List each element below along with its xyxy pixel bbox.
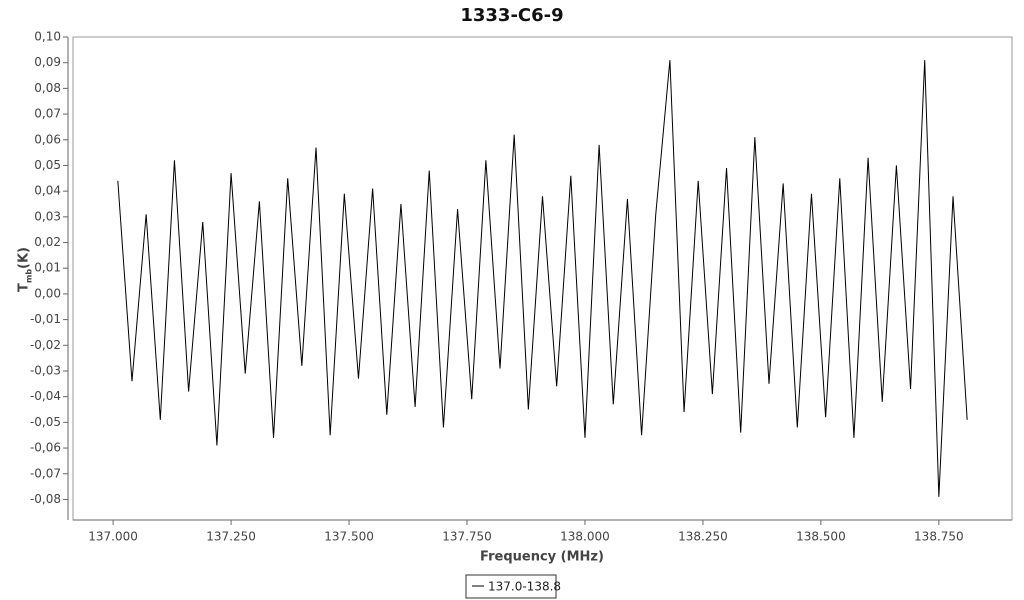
y-tick-label: 0,00 <box>34 286 61 300</box>
y-tick-label: -0,02 <box>30 338 61 352</box>
x-tick-label: 138.000 <box>560 530 610 544</box>
x-tick-label: 138.750 <box>914 530 964 544</box>
y-tick-label: 0,02 <box>34 235 61 249</box>
chart-title: 1333-C6-9 <box>460 5 563 26</box>
y-tick-label: -0,03 <box>30 363 61 377</box>
x-tick-label: 137.500 <box>324 530 374 544</box>
y-tick-label: 0,09 <box>34 55 61 69</box>
y-tick-label: -0,06 <box>30 441 61 455</box>
legend-label: 137.0-138.8 <box>488 580 561 594</box>
y-tick-label: -0,04 <box>30 389 61 403</box>
x-axis-label: Frequency (MHz) <box>480 550 604 565</box>
x-tick-label: 138.500 <box>796 530 846 544</box>
y-tick-label: -0,05 <box>30 415 61 429</box>
y-axis-label: T mb (K) <box>17 247 34 292</box>
y-label-sub: mb <box>25 269 34 283</box>
y-tick-label: 0,07 <box>34 107 61 121</box>
legend-box <box>465 574 557 599</box>
x-tick-label: 137.000 <box>88 530 138 544</box>
y-tick-label: -0,01 <box>30 312 61 326</box>
x-tick-label: 137.750 <box>442 530 492 544</box>
y-tick-label: 0,08 <box>34 81 61 95</box>
y-tick-label: -0,07 <box>30 466 61 480</box>
y-tick-label: -0,08 <box>30 492 61 506</box>
y-tick-label: 0,04 <box>34 184 61 198</box>
y-tick-label: 0,01 <box>34 261 61 275</box>
x-tick-label: 138.250 <box>678 530 728 544</box>
y-tick-label: 0,03 <box>34 209 61 223</box>
y-label-main: T <box>17 283 32 292</box>
y-label-unit: (K) <box>17 247 32 269</box>
series-line <box>117 60 968 497</box>
y-tick-label: 0,06 <box>34 132 61 146</box>
plot-frame <box>72 36 1013 521</box>
y-tick-label: 0,10 <box>34 30 61 44</box>
x-tick-label: 137.250 <box>206 530 256 544</box>
y-tick-label: 0,05 <box>34 158 61 172</box>
